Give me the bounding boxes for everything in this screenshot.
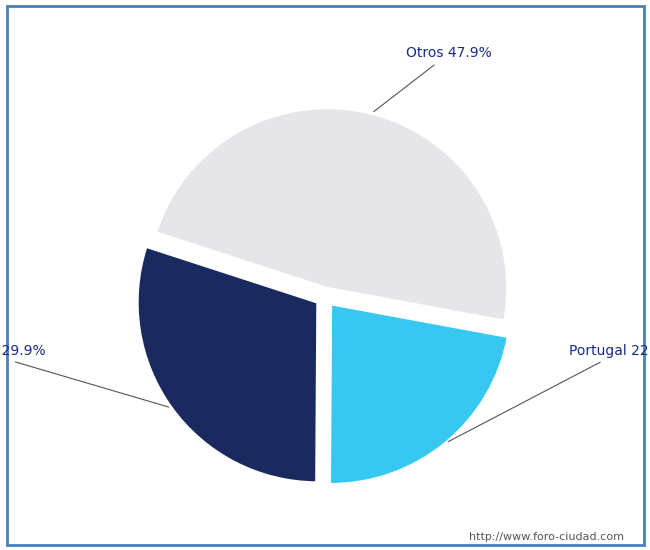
Text: Boñar - Turistas extranjeros según país - Abril de 2024: Boñar - Turistas extranjeros según país …	[90, 19, 560, 36]
Wedge shape	[137, 246, 318, 483]
Wedge shape	[155, 108, 508, 321]
Text: Portugal 22.2%: Portugal 22.2%	[448, 344, 650, 442]
Text: Países Bajos 29.9%: Países Bajos 29.9%	[0, 344, 169, 407]
Text: Otros 47.9%: Otros 47.9%	[374, 46, 492, 112]
Wedge shape	[330, 304, 508, 485]
Text: http://www.foro-ciudad.com: http://www.foro-ciudad.com	[469, 532, 624, 542]
